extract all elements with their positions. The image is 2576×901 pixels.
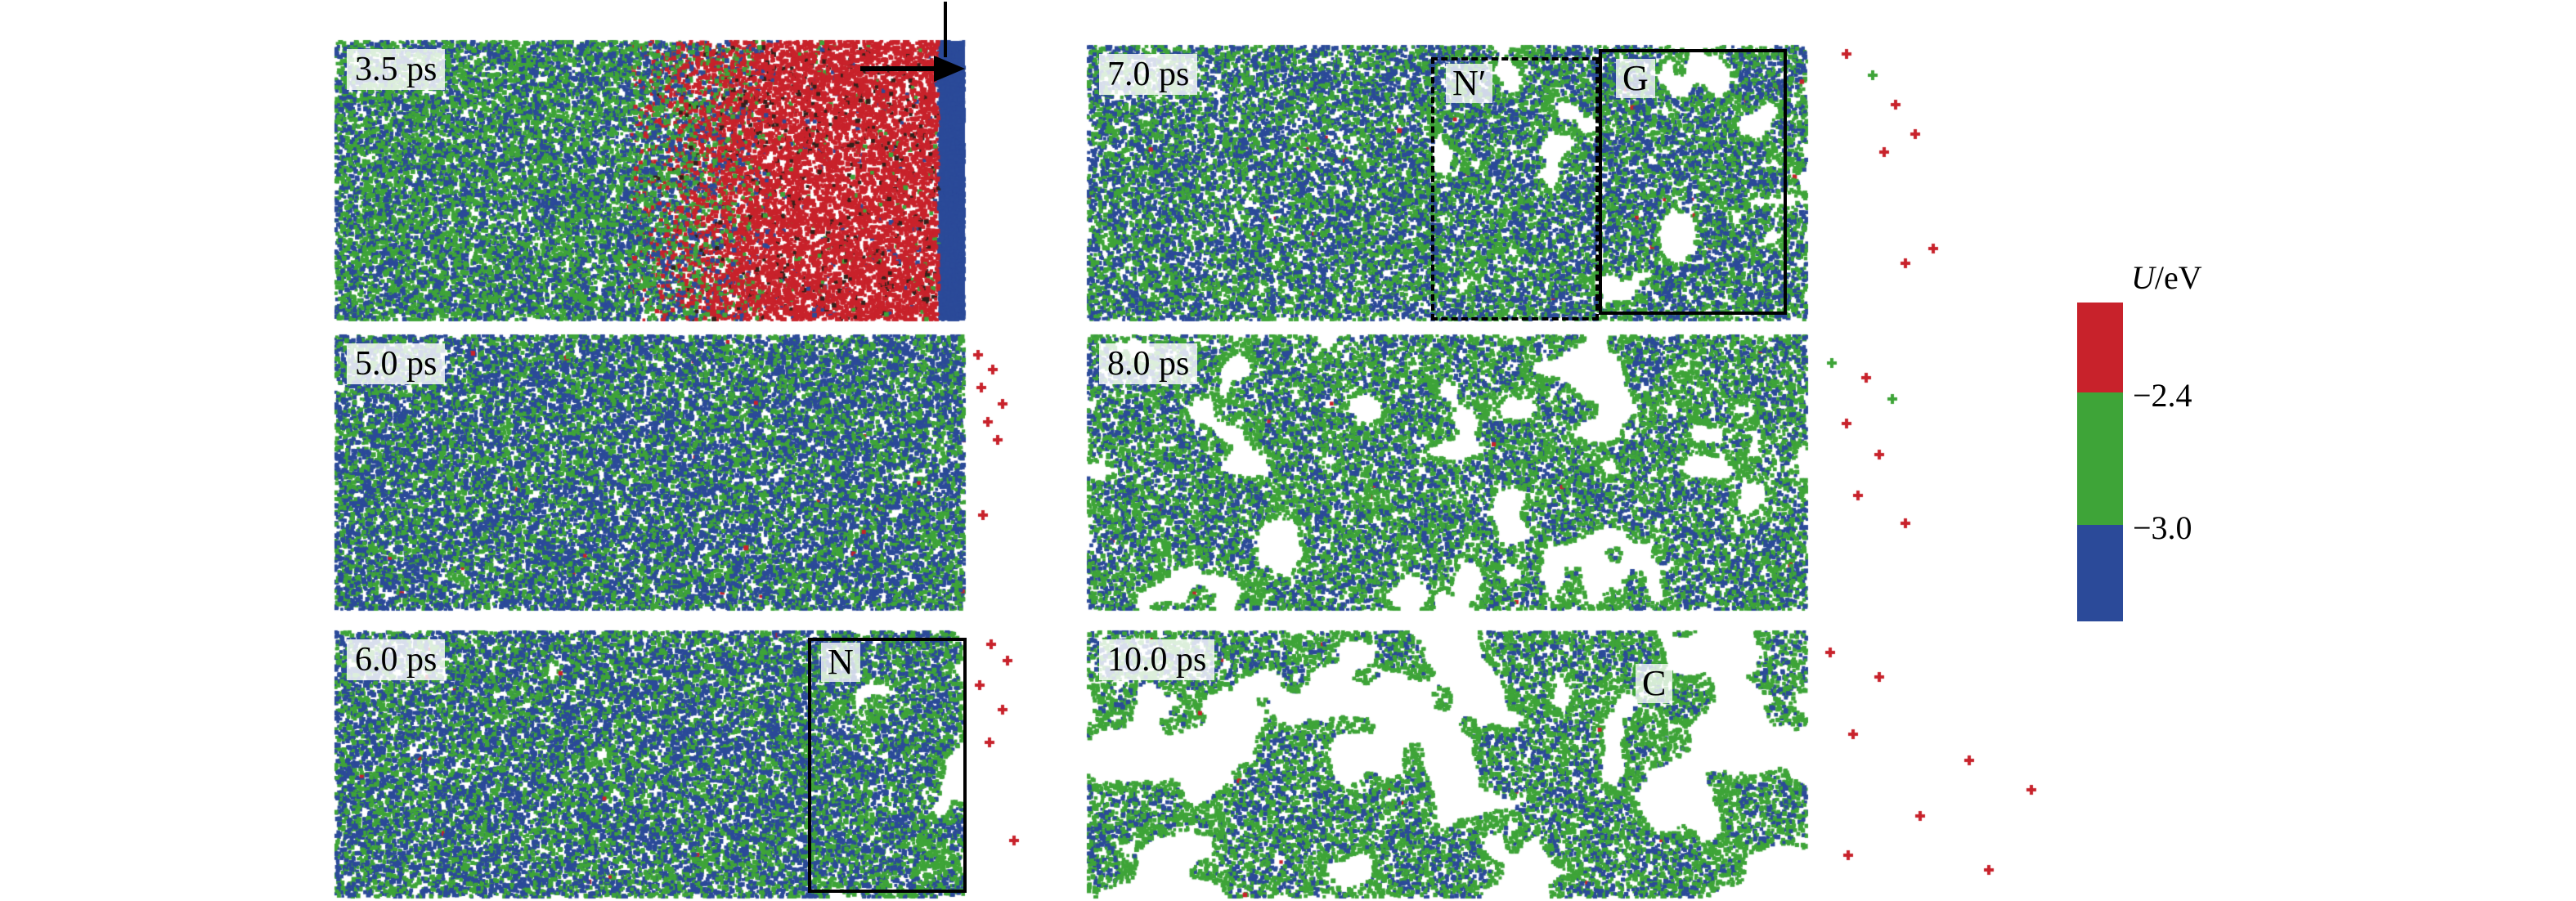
region-label-c: C	[1636, 663, 1673, 704]
colorbar-segment-blue	[2077, 525, 2123, 621]
region-label-g: G	[1616, 58, 1655, 99]
time-label-80ps: 8.0 ps	[1099, 343, 1198, 385]
panel-80ps: 8.0 ps	[1088, 335, 1807, 610]
colorbar-segment-red	[2077, 303, 2123, 392]
time-label-70ps: 7.0 ps	[1099, 54, 1198, 96]
panel-35ps: 3.5 ps	[335, 41, 965, 321]
colorbar-bar	[2077, 303, 2123, 621]
panel-60ps: 6.0 ps	[335, 631, 965, 898]
colorbar-title-symbol: U	[2131, 259, 2155, 296]
colorbar-segment-green	[2077, 392, 2123, 525]
panel-70ps: 7.0 ps	[1088, 46, 1807, 321]
region-label-n-prime: N′	[1446, 63, 1493, 104]
colorbar-title: U/eV	[2131, 258, 2202, 297]
time-label-100ps: 10.0 ps	[1099, 639, 1215, 681]
colorbar-tick-24: −2.4	[2133, 377, 2192, 414]
region-box-g	[1599, 49, 1787, 315]
time-label-50ps: 5.0 ps	[347, 343, 446, 385]
region-label-n: N	[821, 642, 860, 683]
panel-50ps: 5.0 ps	[335, 335, 965, 610]
panel-100ps: 10.0 ps	[1088, 631, 1807, 898]
time-label-35ps: 3.5 ps	[347, 49, 446, 91]
colorbar-tick-30: −3.0	[2133, 509, 2192, 546]
colorbar-title-unit: /eV	[2154, 259, 2202, 296]
time-label-60ps: 6.0 ps	[347, 639, 446, 681]
region-box-n-prime	[1431, 57, 1599, 321]
region-box-n	[808, 638, 967, 893]
